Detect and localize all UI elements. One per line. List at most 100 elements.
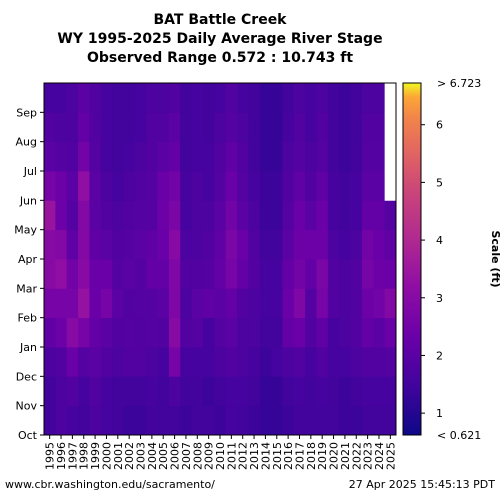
heatmap-cell-2014-Apr — [259, 229, 272, 260]
heatmap-cell-2022-Sep — [350, 83, 363, 113]
heatmap-cell-2019-Nov — [316, 376, 329, 407]
heatmap-cell-2024-Jul — [373, 141, 386, 172]
heatmap-cell-2008-Aug — [191, 112, 204, 143]
heatmap-cell-2007-Jul — [180, 141, 193, 172]
heatmap-cell-2025-Jan — [384, 317, 397, 348]
heatmap-cell-2017-Feb — [293, 288, 306, 319]
heatmap-cell-1996-Aug — [55, 112, 68, 143]
heatmap-cell-2008-Jul — [191, 141, 204, 172]
heatmap-cell-2007-Apr — [180, 229, 193, 260]
heatmap-cell-2002-Apr — [123, 229, 136, 260]
heatmap-cell-2024-Sep — [373, 83, 386, 113]
heatmap-cell-1995-Mar — [44, 259, 56, 289]
heatmap-cell-1997-Dec — [66, 347, 79, 377]
heatmap-cell-2005-Nov — [157, 376, 170, 407]
heatmap-cell-2014-Feb — [259, 288, 272, 319]
heatmap-cell-2007-Jun — [180, 171, 193, 201]
year-tick-label: 2002 — [123, 442, 136, 470]
heatmap-cell-2017-Nov — [293, 376, 306, 407]
heatmap-cell-2004-Jul — [146, 141, 158, 172]
heatmap-cell-1999-Jan — [89, 317, 102, 348]
month-tick-label: Jul — [23, 165, 37, 178]
heatmap-cell-2010-Mar — [214, 259, 227, 289]
heatmap-cell-2013-Dec — [248, 347, 261, 377]
heatmap-cell-2002-Jun — [123, 171, 136, 201]
heatmap-cell-2006-Jul — [168, 141, 181, 172]
heatmap-cell-1999-May — [89, 200, 102, 231]
heatmap-cell-2009-Dec — [202, 347, 215, 377]
heatmap-cell-2016-Nov — [282, 376, 295, 407]
year-tick-label: 2013 — [248, 442, 261, 470]
heatmap-cell-2018-May — [305, 200, 317, 231]
heatmap-cell-2012-Jan — [237, 317, 249, 348]
heatmap-cell-1996-Jun — [55, 171, 68, 201]
heatmap-cell-2022-Jun — [350, 171, 363, 201]
heatmap-cells — [44, 83, 397, 436]
heatmap-cell-2005-Jun — [157, 171, 170, 201]
heatmap-cell-2016-Sep — [282, 83, 295, 113]
heatmap-cell-2023-Oct — [361, 405, 374, 436]
heatmap-cell-1998-Oct — [78, 405, 90, 436]
year-tick-label: 2004 — [146, 442, 159, 470]
heatmap-cell-2014-Dec — [259, 347, 272, 377]
heatmap-cell-2009-Jan — [202, 317, 215, 348]
heatmap-cell-1999-Apr — [89, 229, 102, 260]
heatmap-cell-1998-Jun — [78, 171, 90, 201]
heatmap-cell-2008-Nov — [191, 376, 204, 407]
heatmap-cell-2004-Feb — [146, 288, 158, 319]
heatmap-cell-1997-Aug — [66, 112, 79, 143]
heatmap-cell-2020-Jul — [327, 141, 340, 172]
year-tick-label: 2010 — [214, 442, 227, 470]
heatmap-cell-2009-Nov — [202, 376, 215, 407]
heatmap-cell-2014-Mar — [259, 259, 272, 289]
heatmap-cell-2011-May — [225, 200, 238, 231]
year-tick-label: 2011 — [225, 442, 238, 470]
month-tick-label: Apr — [18, 253, 38, 266]
heatmap-cell-1997-Jan — [66, 317, 79, 348]
heatmap-cell-2015-Dec — [271, 347, 283, 377]
colorbar-tick-label: 5 — [436, 176, 443, 189]
year-tick-label: 1996 — [55, 442, 68, 470]
heatmap-cell-2003-Nov — [134, 376, 147, 407]
heatmap-cell-2001-Jun — [112, 171, 124, 201]
heatmap-cell-2018-Oct — [305, 405, 317, 436]
heatmap-cell-2025-Nov — [384, 376, 397, 407]
heatmap-cell-2023-Nov — [361, 376, 374, 407]
heatmap-cell-2004-Nov — [146, 376, 158, 407]
heatmap-cell-2012-Aug — [237, 112, 249, 143]
heatmap-cell-2019-Sep — [316, 83, 329, 113]
heatmap-cell-2006-Oct — [168, 405, 181, 436]
heatmap-cell-2004-Aug — [146, 112, 158, 143]
heatmap-cell-2009-Jun — [202, 171, 215, 201]
heatmap-cell-2021-Feb — [339, 288, 351, 319]
month-tick-label: Jun — [19, 194, 37, 207]
heatmap-cell-2000-Apr — [100, 229, 113, 260]
month-tick-label: Sep — [16, 106, 37, 119]
heatmap-cell-2001-Sep — [112, 83, 124, 113]
heatmap-cell-2003-Aug — [134, 112, 147, 143]
heatmap-cell-2019-Dec — [316, 347, 329, 377]
heatmap-cell-1999-Sep — [89, 83, 102, 113]
heatmap-cell-1997-Sep — [66, 83, 79, 113]
heatmap-cell-2019-Oct — [316, 405, 329, 436]
heatmap-cell-2016-Aug — [282, 112, 295, 143]
year-tick-label: 2001 — [112, 442, 125, 470]
year-tick-label: 1997 — [66, 442, 79, 470]
heatmap-cell-2000-Jul — [100, 141, 113, 172]
heatmap-cell-2000-Dec — [100, 347, 113, 377]
heatmap-cell-2006-Jan — [168, 317, 181, 348]
heatmap-cell-1999-Dec — [89, 347, 102, 377]
heatmap-cell-2005-Sep — [157, 83, 170, 113]
heatmap-cell-2007-Nov — [180, 376, 193, 407]
heatmap-cell-2015-Oct — [271, 405, 283, 436]
heatmap-cell-2021-Jan — [339, 317, 351, 348]
heatmap-cell-2020-Nov — [327, 376, 340, 407]
heatmap-cell-2012-Nov — [237, 376, 249, 407]
heatmap-cell-2023-Jun — [361, 171, 374, 201]
year-tick-label: 2019 — [316, 442, 329, 470]
heatmap-cell-2018-Aug — [305, 112, 317, 143]
month-tick-label: Feb — [18, 312, 37, 325]
year-tick-label: 1998 — [78, 442, 91, 470]
heatmap-cell-2013-Oct — [248, 405, 261, 436]
heatmap-cell-2003-Feb — [134, 288, 147, 319]
